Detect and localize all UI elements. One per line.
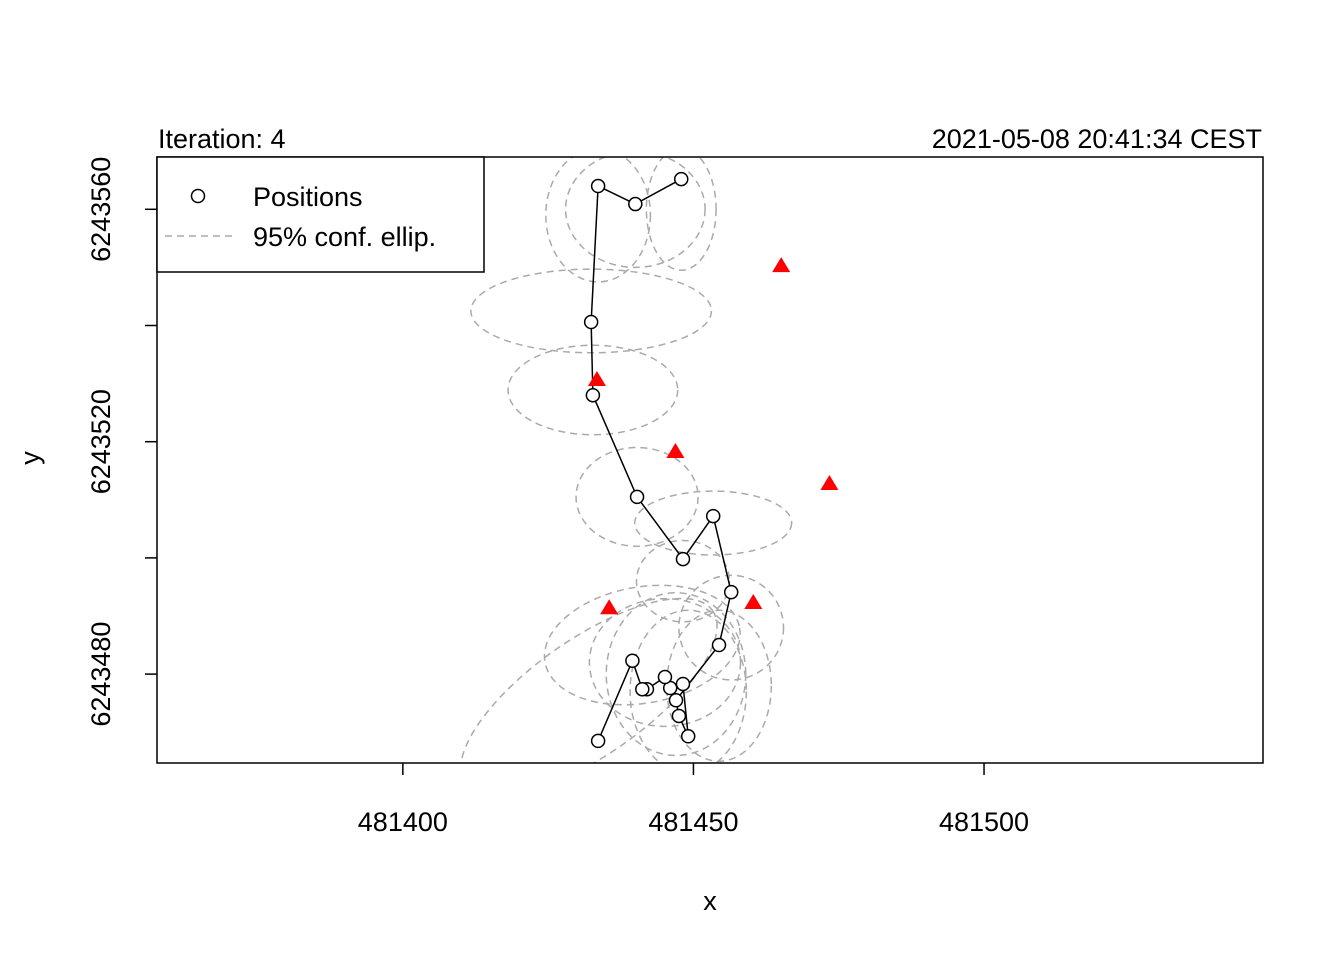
position-point — [628, 196, 643, 212]
legend-marker — [190, 188, 206, 204]
position-point — [590, 733, 606, 749]
x-tick-label: 481400 — [358, 807, 448, 837]
anchor-marker — [820, 474, 839, 490]
position-point — [675, 676, 691, 692]
position-point — [585, 387, 601, 403]
chart-subtitle: 2021-05-08 20:41:34 CEST — [932, 124, 1262, 154]
position-point — [625, 653, 640, 668]
legend-label: Positions — [253, 182, 363, 212]
confidence-ellipse — [507, 344, 679, 436]
legend: Positions 95% conf. ellip. — [156, 156, 485, 273]
confidence-ellipse — [633, 490, 793, 556]
position-point — [680, 729, 696, 744]
confidence-ellipse — [543, 584, 741, 706]
position-point — [583, 314, 599, 330]
x-tick-label: 481500 — [939, 807, 1029, 837]
confidence-ellipse — [665, 609, 773, 763]
plot-frame — [156, 156, 1264, 764]
confidence-ellipse — [459, 597, 718, 763]
chart-title: Iteration: 4 — [158, 124, 286, 154]
confidence-ellipse — [678, 574, 785, 681]
confidence-ellipse — [545, 157, 652, 283]
anchor-marker — [587, 370, 606, 386]
confidence-ellipse — [588, 597, 742, 728]
position-point — [635, 681, 650, 697]
confidence-ellipse — [575, 446, 699, 548]
confidence-ellipse — [605, 592, 747, 757]
confidence-ellipse — [635, 539, 731, 623]
position-point — [705, 508, 721, 524]
anchor-marker — [744, 594, 763, 610]
confidence-ellipse — [629, 609, 748, 763]
anchor-marker — [666, 442, 685, 458]
y-tick-label: 6243520 — [86, 389, 116, 494]
y-axis-label: y — [15, 451, 45, 465]
x-tick-label: 481450 — [648, 807, 738, 837]
legend-box — [156, 156, 485, 273]
y-tick-label: 6243480 — [86, 622, 116, 727]
x-axis-label: x — [703, 886, 717, 916]
position-point — [668, 693, 684, 708]
position-point — [711, 637, 727, 653]
position-point — [671, 708, 687, 724]
position-point — [675, 551, 691, 567]
anchor-marker — [600, 599, 619, 615]
plot-area — [459, 157, 839, 763]
position-point — [590, 178, 606, 194]
confidence-ellipse — [564, 157, 706, 269]
position-point — [629, 489, 645, 505]
position-point — [723, 584, 739, 600]
anchor-marker — [772, 257, 791, 273]
y-tick-label: 6243560 — [86, 157, 116, 262]
legend-label: 95% conf. ellip. — [253, 222, 436, 252]
position-point — [657, 669, 673, 685]
confidence-ellipse — [645, 157, 717, 272]
position-point — [673, 171, 689, 187]
